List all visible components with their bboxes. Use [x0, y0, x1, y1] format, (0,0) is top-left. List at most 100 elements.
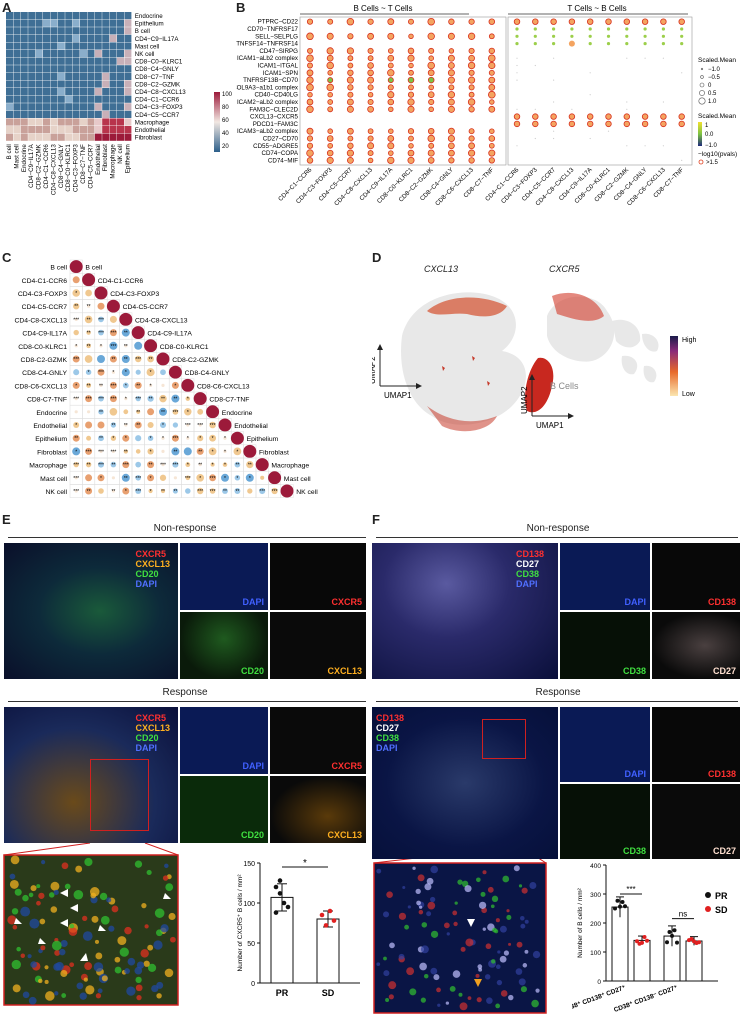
dotplot-dot: [387, 62, 394, 69]
corr-sig: **: [198, 463, 202, 469]
corr-dot: [99, 344, 103, 348]
e-bar-chart: 0 50 100 150 Number of CXCR5⁺ B cells / mm² P…: [237, 858, 360, 998]
dotplot-row-label: CD55−ADGRE5: [253, 143, 298, 150]
corr-dot: [172, 422, 179, 428]
dotplot-dot: [407, 149, 415, 157]
heatmap-cell: [65, 57, 73, 65]
e-zoom-cell: [60, 939, 68, 948]
heatmap-cell: [72, 72, 80, 80]
heatmap-cell: [87, 95, 95, 103]
dotplot-dot: [367, 76, 375, 84]
heatmap-cell: [72, 110, 80, 118]
dotplot-row-label: CD47−SIRPG: [259, 48, 298, 55]
corr-dot: [135, 475, 141, 481]
corr-sig: **: [87, 317, 91, 323]
corr-dot: [98, 316, 104, 323]
dotplot-row-label: CD40−CD40LG: [254, 92, 298, 99]
corr-dot: [171, 447, 180, 456]
heatmap-cell: [124, 72, 132, 80]
e-zoom-cell: [53, 889, 59, 895]
dotplot-dot: [448, 84, 455, 91]
dotplot-dot: [534, 137, 536, 140]
dotplot-dot: [468, 128, 475, 135]
dotplot-dot: [448, 149, 455, 157]
dotplot-dot: [367, 18, 374, 25]
heatmap-cell: [20, 42, 28, 50]
e-zoom-cell: [162, 875, 169, 881]
dotplot-dot: [428, 84, 434, 91]
dotplot-row-label: CD27−CD70: [263, 136, 299, 143]
heatmap-cell: [87, 80, 95, 88]
corr-sig: **: [111, 489, 115, 495]
heatmap-cell: [57, 80, 65, 88]
e-zoom-cell: [156, 981, 164, 989]
group1-title: B Cells ~ T Cells: [353, 4, 412, 13]
heatmap-row-label: Endocrine: [135, 13, 163, 20]
dotplot-dot: [407, 156, 415, 164]
e-zoom-cell: [36, 884, 41, 889]
dotplot-dot: [607, 130, 610, 132]
dotplot-dot: [408, 18, 414, 25]
dotplot-dot: [427, 76, 435, 84]
corr-diag-label: Macrophage: [271, 463, 309, 470]
umap-hotspot-1: [427, 297, 507, 317]
corr-sig: *: [125, 397, 127, 403]
dotplot-dot: [589, 72, 591, 74]
corr-row-label: CD8-C7-TNF: [27, 397, 67, 404]
heatmap-cell: [57, 118, 65, 126]
e-nr-label-cxcl13: CXCL13: [135, 559, 170, 569]
corr-sig: *: [150, 476, 152, 482]
dotplot-row-label: ICAM2−aLb2 complex: [237, 99, 299, 106]
corr-sig: *: [236, 449, 238, 455]
heatmap-cell: [124, 103, 132, 111]
heatmap-cell: [87, 12, 95, 20]
heatmap-cell: [28, 27, 36, 35]
f-point: [675, 940, 679, 945]
corr-sig: ***: [185, 476, 191, 482]
f-zoom-cell: [524, 949, 529, 954]
corr-sig: ***: [110, 383, 116, 389]
dotplot-dot: [447, 69, 455, 77]
corr-sig: *: [224, 476, 226, 482]
heatmap-cell: [80, 133, 87, 141]
dotplot-dot: [532, 113, 539, 120]
e-point: [331, 918, 337, 923]
dotplot-dot: [641, 18, 649, 25]
dotplot-dot: [468, 149, 476, 157]
e-nr-dapi: DAPI: [180, 543, 268, 610]
f-r-cd38: CD38: [560, 784, 650, 859]
f-zoom-cell: [491, 959, 496, 964]
corr-dot: [197, 487, 204, 495]
corr-dot: [86, 330, 91, 335]
f-r-dapi: DAPI: [560, 707, 650, 782]
corr-sig: ***: [73, 317, 79, 323]
heatmap-cell: [80, 12, 87, 20]
corr-dot: [98, 409, 104, 415]
dotplot-dot: [408, 62, 414, 69]
e-zoom-cell: [95, 993, 102, 999]
corr-dot: [121, 355, 130, 363]
legend-pval-title: −log10(pvals): [698, 151, 737, 158]
dotplot-row-label: FAM3C−CLEC2D: [249, 106, 298, 113]
f-zoom-cell: [518, 978, 526, 986]
heatmap-cell: [65, 133, 73, 141]
heatmap-cell: [94, 110, 102, 118]
dotplot-dot: [427, 127, 435, 135]
heatmap-cell: [65, 80, 73, 88]
corr-dot: [161, 436, 165, 440]
corr-dot: [222, 488, 228, 494]
heatmap-cell: [20, 88, 28, 96]
f-zoom-cell: [513, 865, 520, 872]
heatmap-cell: [102, 65, 110, 73]
dotplot-dot: [407, 76, 415, 84]
umap1-ylabel: UMAP2: [372, 356, 377, 384]
e-zoom-cell: [9, 879, 19, 889]
corr-sig: **: [111, 463, 115, 469]
panel-d: CXCL13 CXCR5 UMAP2 UMAP1 UMAP2: [372, 256, 744, 506]
corr-sig: **: [99, 410, 103, 416]
corr-dot: [97, 302, 105, 310]
heatmap-cell: [13, 57, 21, 65]
corr-dot: [74, 410, 78, 414]
dotplot-dot: [605, 18, 612, 25]
heatmap-col-label: CD4−C9−IL17A: [28, 143, 35, 188]
